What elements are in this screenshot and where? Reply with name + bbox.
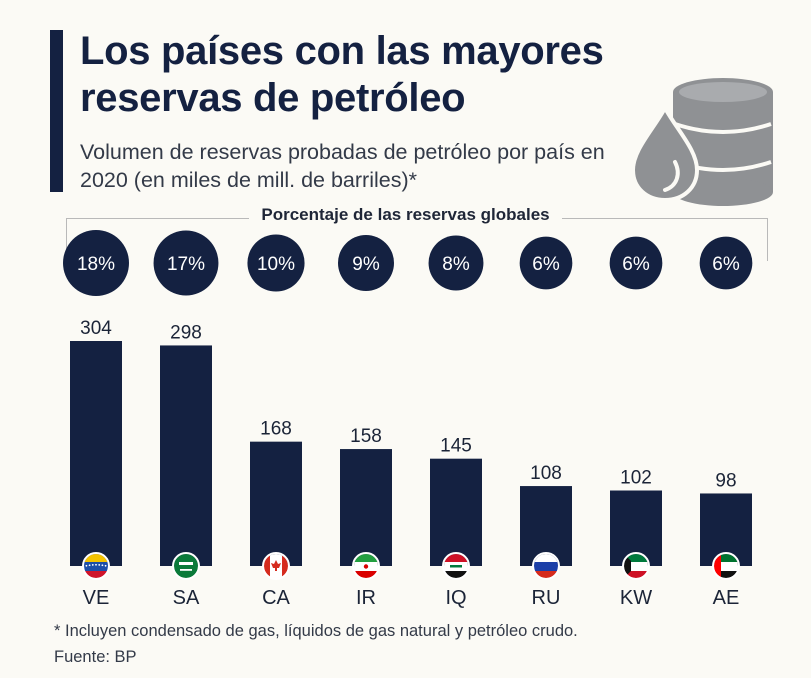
page-subtitle: Volumen de reservas probadas de petróleo… [80, 140, 605, 192]
shares-title: Porcentaje de las reservas globales [0, 205, 811, 225]
category-label: AE [713, 587, 740, 609]
share-bubble [247, 234, 305, 292]
bar [70, 341, 122, 566]
flag-iq-icon [442, 552, 470, 580]
category-label: IQ [445, 587, 466, 609]
bar [340, 449, 392, 566]
share-bubble [519, 236, 573, 290]
category-label: CA [262, 587, 290, 609]
flag-ir-icon [352, 552, 380, 580]
flag-kw-icon [622, 552, 650, 580]
source-note: Fuente: BP [54, 648, 137, 666]
flag-sa-icon [172, 552, 200, 580]
title-accent-bar [50, 30, 63, 192]
share-bubble [699, 236, 753, 290]
value-label: 145 [440, 436, 472, 457]
share-bubble [428, 235, 484, 291]
category-label: KW [620, 587, 652, 609]
share-label: 6% [532, 254, 560, 275]
flag-ae-icon [712, 552, 740, 580]
category-label: VE [83, 587, 110, 609]
page-title: Los países con las mayores reservas de p… [80, 29, 604, 120]
value-label: 158 [350, 426, 382, 447]
category-label: IR [356, 587, 376, 609]
value-label: 98 [715, 470, 736, 491]
share-label: 6% [712, 254, 740, 275]
category-label: SA [173, 587, 200, 609]
footnote: * Incluyen condensado de gas, líquidos d… [54, 622, 578, 640]
value-label: 298 [170, 322, 202, 343]
value-label: 304 [80, 318, 112, 339]
share-bubble [153, 230, 219, 296]
share-label: 9% [352, 254, 380, 275]
bar [160, 345, 212, 566]
category-label: RU [532, 587, 561, 609]
share-bubble [609, 236, 663, 290]
bar [250, 441, 302, 566]
share-label: 17% [167, 254, 205, 275]
value-label: 108 [530, 463, 562, 484]
share-label: 6% [622, 254, 650, 275]
flag-ve-icon [82, 552, 110, 580]
share-bubble [63, 230, 129, 296]
share-label: 10% [257, 254, 295, 275]
flag-ru-icon [532, 552, 560, 580]
value-label: 102 [620, 468, 652, 489]
share-label: 18% [77, 254, 115, 275]
share-label: 8% [442, 254, 470, 275]
oil-barrel-icon [630, 78, 773, 206]
bar [430, 458, 482, 566]
flag-ca-icon [262, 552, 290, 580]
value-label: 168 [260, 419, 292, 440]
share-bubble [338, 235, 394, 291]
